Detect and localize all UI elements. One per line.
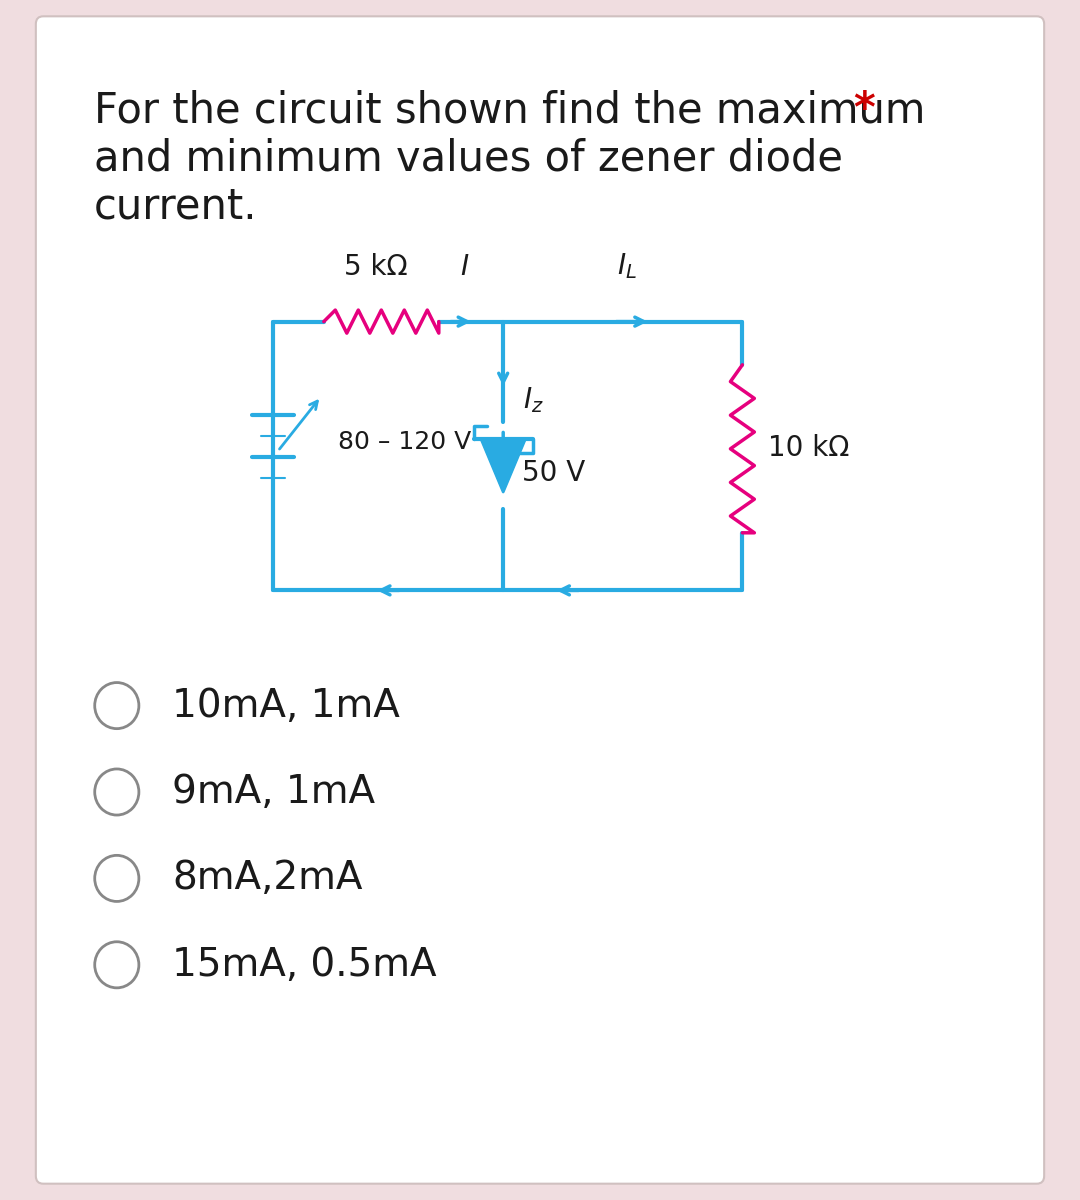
- Text: For the circuit shown find the maximum: For the circuit shown find the maximum: [94, 89, 926, 131]
- Text: *: *: [853, 89, 875, 131]
- Text: 8mA,2mA: 8mA,2mA: [172, 859, 363, 898]
- Text: 50 V: 50 V: [522, 460, 585, 487]
- Text: 15mA, 0.5mA: 15mA, 0.5mA: [172, 946, 436, 984]
- Text: 9mA, 1mA: 9mA, 1mA: [172, 773, 375, 811]
- FancyBboxPatch shape: [36, 17, 1044, 1183]
- Text: 10 kΩ: 10 kΩ: [768, 434, 850, 462]
- Polygon shape: [481, 439, 525, 492]
- Text: and minimum values of zener diode: and minimum values of zener diode: [94, 137, 842, 179]
- Text: 10mA, 1mA: 10mA, 1mA: [172, 686, 400, 725]
- Text: $I_z$: $I_z$: [524, 385, 544, 415]
- Text: 80 – 120 V: 80 – 120 V: [338, 430, 471, 454]
- Text: current.: current.: [94, 185, 257, 227]
- Text: 5 kΩ: 5 kΩ: [345, 253, 408, 281]
- Text: I: I: [460, 253, 469, 281]
- Text: $I_L$: $I_L$: [618, 252, 637, 281]
